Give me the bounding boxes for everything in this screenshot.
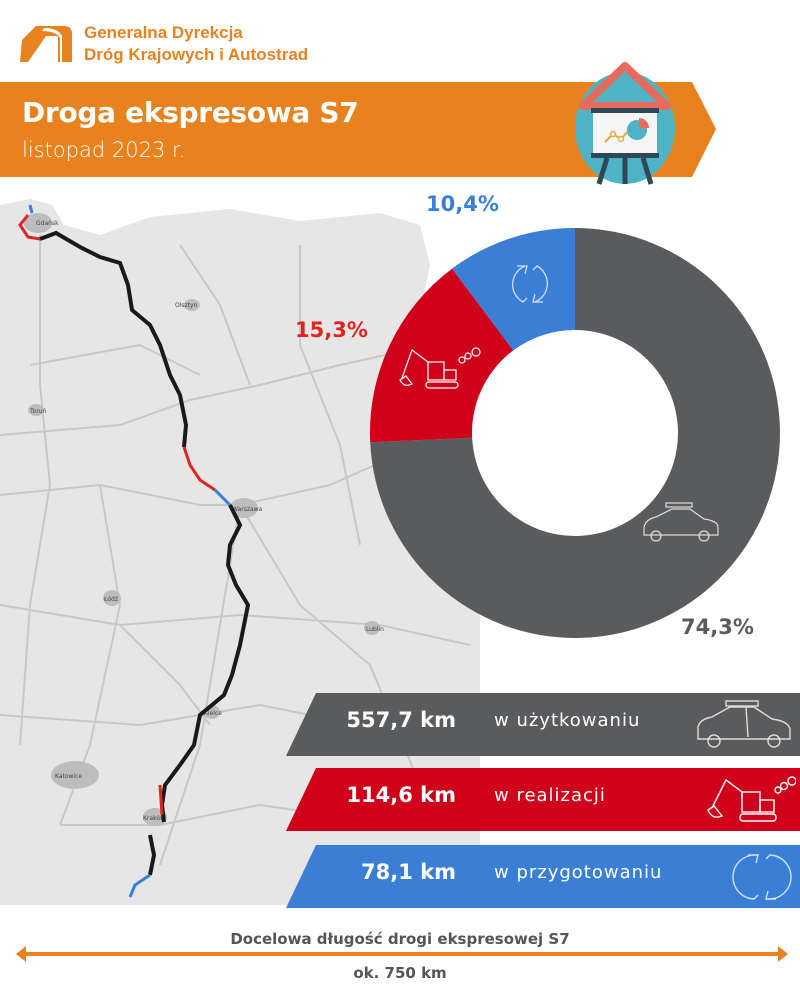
excavator-icon bbox=[399, 347, 481, 389]
page-subtitle: listopad 2023 r. bbox=[22, 138, 186, 162]
gddkia-logo-icon bbox=[20, 26, 72, 62]
car-icon bbox=[697, 700, 791, 748]
status-bar-in-use: 557,7 km w użytkowaniu bbox=[286, 693, 800, 756]
target-length-value: ok. 750 km bbox=[353, 964, 447, 982]
label-in-preparation: w przygotowaniu bbox=[494, 862, 663, 883]
refresh-cycle-icon bbox=[512, 265, 548, 303]
map-city-lodz: Łódź bbox=[103, 596, 118, 603]
org-line-2: Dróg Krajowych i Autostrad bbox=[84, 45, 309, 64]
map-city-gdansk: Gdańsk bbox=[36, 220, 59, 227]
map-city-torun: Toruń bbox=[29, 408, 47, 415]
refresh-cycle-icon bbox=[732, 854, 792, 900]
title-banner bbox=[0, 82, 716, 177]
donut-segment-in-progress bbox=[369, 268, 514, 443]
label-in-progress: w realizacji bbox=[494, 785, 606, 806]
double-arrow-icon bbox=[16, 946, 788, 962]
km-in-progress: 114,6 km bbox=[346, 783, 456, 807]
percent-in-use: 74,3% bbox=[681, 615, 754, 639]
status-donut-chart bbox=[369, 227, 780, 638]
label-in-use: w użytkowaniu bbox=[494, 710, 641, 731]
map-city-krakow: Kraków bbox=[143, 815, 165, 822]
organization-name: Generalna Dyrekcja Dróg Krajowych i Auto… bbox=[84, 22, 308, 66]
target-length-title: Docelowa długość drogi ekspresowej S7 bbox=[230, 930, 570, 948]
presentation-chart-icon bbox=[575, 62, 675, 185]
km-in-preparation: 78,1 km bbox=[361, 860, 456, 884]
map-city-kielce: Kielce bbox=[204, 710, 222, 717]
org-line-1: Generalna Dyrekcja bbox=[84, 23, 243, 42]
map-city-warszawa: Warszawa bbox=[232, 506, 263, 513]
status-bar-in-preparation: 78,1 km w przygotowaniu bbox=[286, 845, 800, 908]
percent-in-preparation: 10,4% bbox=[426, 192, 499, 216]
percent-in-progress: 15,3% bbox=[295, 318, 368, 342]
status-bar-in-progress: 114,6 km w realizacji bbox=[286, 768, 800, 831]
car-icon bbox=[643, 502, 719, 542]
map-city-olsztyn: Olsztyn bbox=[175, 302, 198, 309]
excavator-icon bbox=[707, 776, 796, 822]
page-title: Droga ekspresowa S7 bbox=[22, 96, 359, 129]
map-city-lublin: Lublin bbox=[366, 626, 384, 633]
map-city-katowice: Katowice bbox=[55, 773, 82, 780]
km-in-use: 557,7 km bbox=[346, 708, 456, 732]
